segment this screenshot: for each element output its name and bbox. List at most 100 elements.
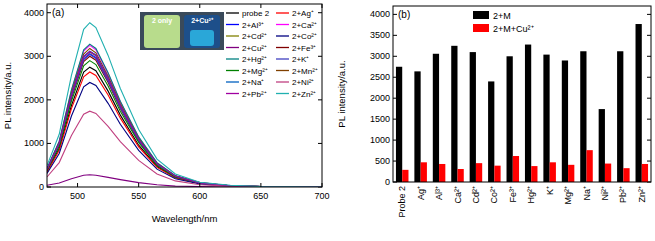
legend-swatch (226, 70, 239, 71)
bar (531, 166, 537, 182)
y-tick-label: 4000 (24, 8, 44, 18)
inset-label: 2 only (152, 17, 172, 25)
y-tick-label: 0 (39, 182, 44, 192)
x-tick-label: Probe 2 (397, 186, 407, 218)
x-tick (199, 183, 200, 187)
y-tick (318, 99, 322, 100)
inset-photo (140, 12, 224, 50)
figure: 01000200030004000PL intensity/a.u.500550… (0, 0, 655, 241)
legend-label: 2+Fe³⁺ (292, 44, 316, 53)
legend-swatch (226, 12, 239, 13)
legend-swatch (226, 58, 239, 59)
bar (414, 71, 420, 182)
x-tick-label: Cd²⁺ (471, 186, 481, 204)
bar (421, 162, 427, 182)
y-tick (647, 161, 651, 162)
bar (623, 168, 629, 182)
x-tick-label: Pb²⁺ (618, 186, 628, 203)
legend-swatch (473, 24, 489, 32)
legend-swatch (226, 35, 239, 36)
legend-swatch (226, 24, 239, 25)
bar (562, 60, 568, 182)
x-tick (138, 183, 139, 187)
spectrum-line (47, 44, 322, 187)
x-tick-label: Ag⁺ (416, 186, 426, 200)
y-tick (47, 12, 51, 13)
legend-swatch (276, 81, 289, 82)
y-tick (318, 56, 322, 57)
legend-label: 2+Ca²⁺ (292, 21, 317, 30)
spectrum-line (47, 67, 322, 187)
x-tick-label: Fe³⁺ (508, 186, 518, 203)
legend-swatch (276, 70, 289, 71)
x-tick-label: Zn²⁺ (637, 186, 647, 203)
y-tick-label: 2000 (24, 95, 44, 105)
spectrum-line (47, 45, 322, 187)
bar (507, 56, 513, 182)
spectrum-line (47, 55, 322, 187)
y-axis-label: PL intensity/a.u. (2, 62, 13, 129)
bar (433, 54, 439, 182)
x-tick (77, 183, 78, 187)
y-tick-label: 2500 (370, 72, 390, 82)
bar (402, 170, 408, 182)
spectrum-line (47, 51, 322, 187)
legend-label: 2+M (493, 11, 511, 21)
bar (451, 46, 457, 182)
legend: 2+M2+M+Cu²⁺ (473, 11, 534, 34)
y-tick (647, 98, 651, 99)
legend-swatch (226, 81, 239, 82)
bar (396, 67, 402, 182)
inset-label: 2+Cu²⁺ (191, 17, 214, 24)
x-tick-label: Hg²⁺ (526, 186, 536, 204)
vial-right-glow (190, 30, 214, 46)
y-tick-label: 2000 (370, 93, 390, 103)
spectrum-line (47, 72, 322, 187)
spectrum-line (47, 61, 322, 187)
legend-label: 2+Al³⁺ (242, 21, 264, 30)
y-tick (647, 119, 651, 120)
legend-swatch (226, 93, 239, 94)
y-tick-label: 3000 (370, 51, 390, 61)
y-tick (647, 14, 651, 15)
spectrum-line (47, 111, 322, 187)
x-tick-label: Al³⁺ (434, 186, 444, 200)
x-tick (260, 4, 261, 8)
y-tick (47, 99, 51, 100)
bar (642, 164, 648, 182)
legend-swatch (276, 12, 289, 13)
bar (568, 165, 574, 182)
legend-swatch (276, 93, 289, 94)
bar (605, 164, 611, 182)
y-tick (47, 143, 51, 144)
x-tick-label: K⁺ (545, 186, 555, 195)
x-tick-label: Na⁺ (582, 186, 592, 201)
vial-left (144, 15, 180, 48)
y-tick (647, 35, 651, 36)
panel-title: (b) (398, 9, 410, 20)
x-axis-label: Wavelength/nm (152, 213, 218, 224)
x-tick-label: 500 (70, 191, 85, 201)
bar (587, 150, 593, 182)
bar (470, 52, 476, 182)
bar (458, 169, 464, 182)
legend-label: 2+Cu²⁺ (242, 44, 267, 53)
legend-label: 2+K⁺ (292, 55, 309, 64)
bar (550, 162, 556, 182)
x-tick-label: 650 (253, 191, 268, 201)
bar (439, 164, 445, 182)
spectrum-line (47, 51, 322, 187)
spectrum-line (47, 52, 322, 187)
legend-label: 2+Cd²⁺ (242, 32, 267, 41)
y-tick (318, 12, 322, 13)
legend-label: 2+Na⁺ (242, 78, 264, 87)
y-tick-label: 0 (385, 177, 390, 187)
x-tick-label: 700 (314, 191, 329, 201)
y-tick-label: 1500 (370, 114, 390, 124)
legend-swatch (276, 58, 289, 59)
y-tick-label: 500 (375, 156, 390, 166)
y-tick-label: 1000 (370, 135, 390, 145)
y-tick-label: 4000 (370, 9, 390, 19)
x-tick-label: Ca²⁺ (453, 186, 463, 204)
legend-swatch (276, 35, 289, 36)
